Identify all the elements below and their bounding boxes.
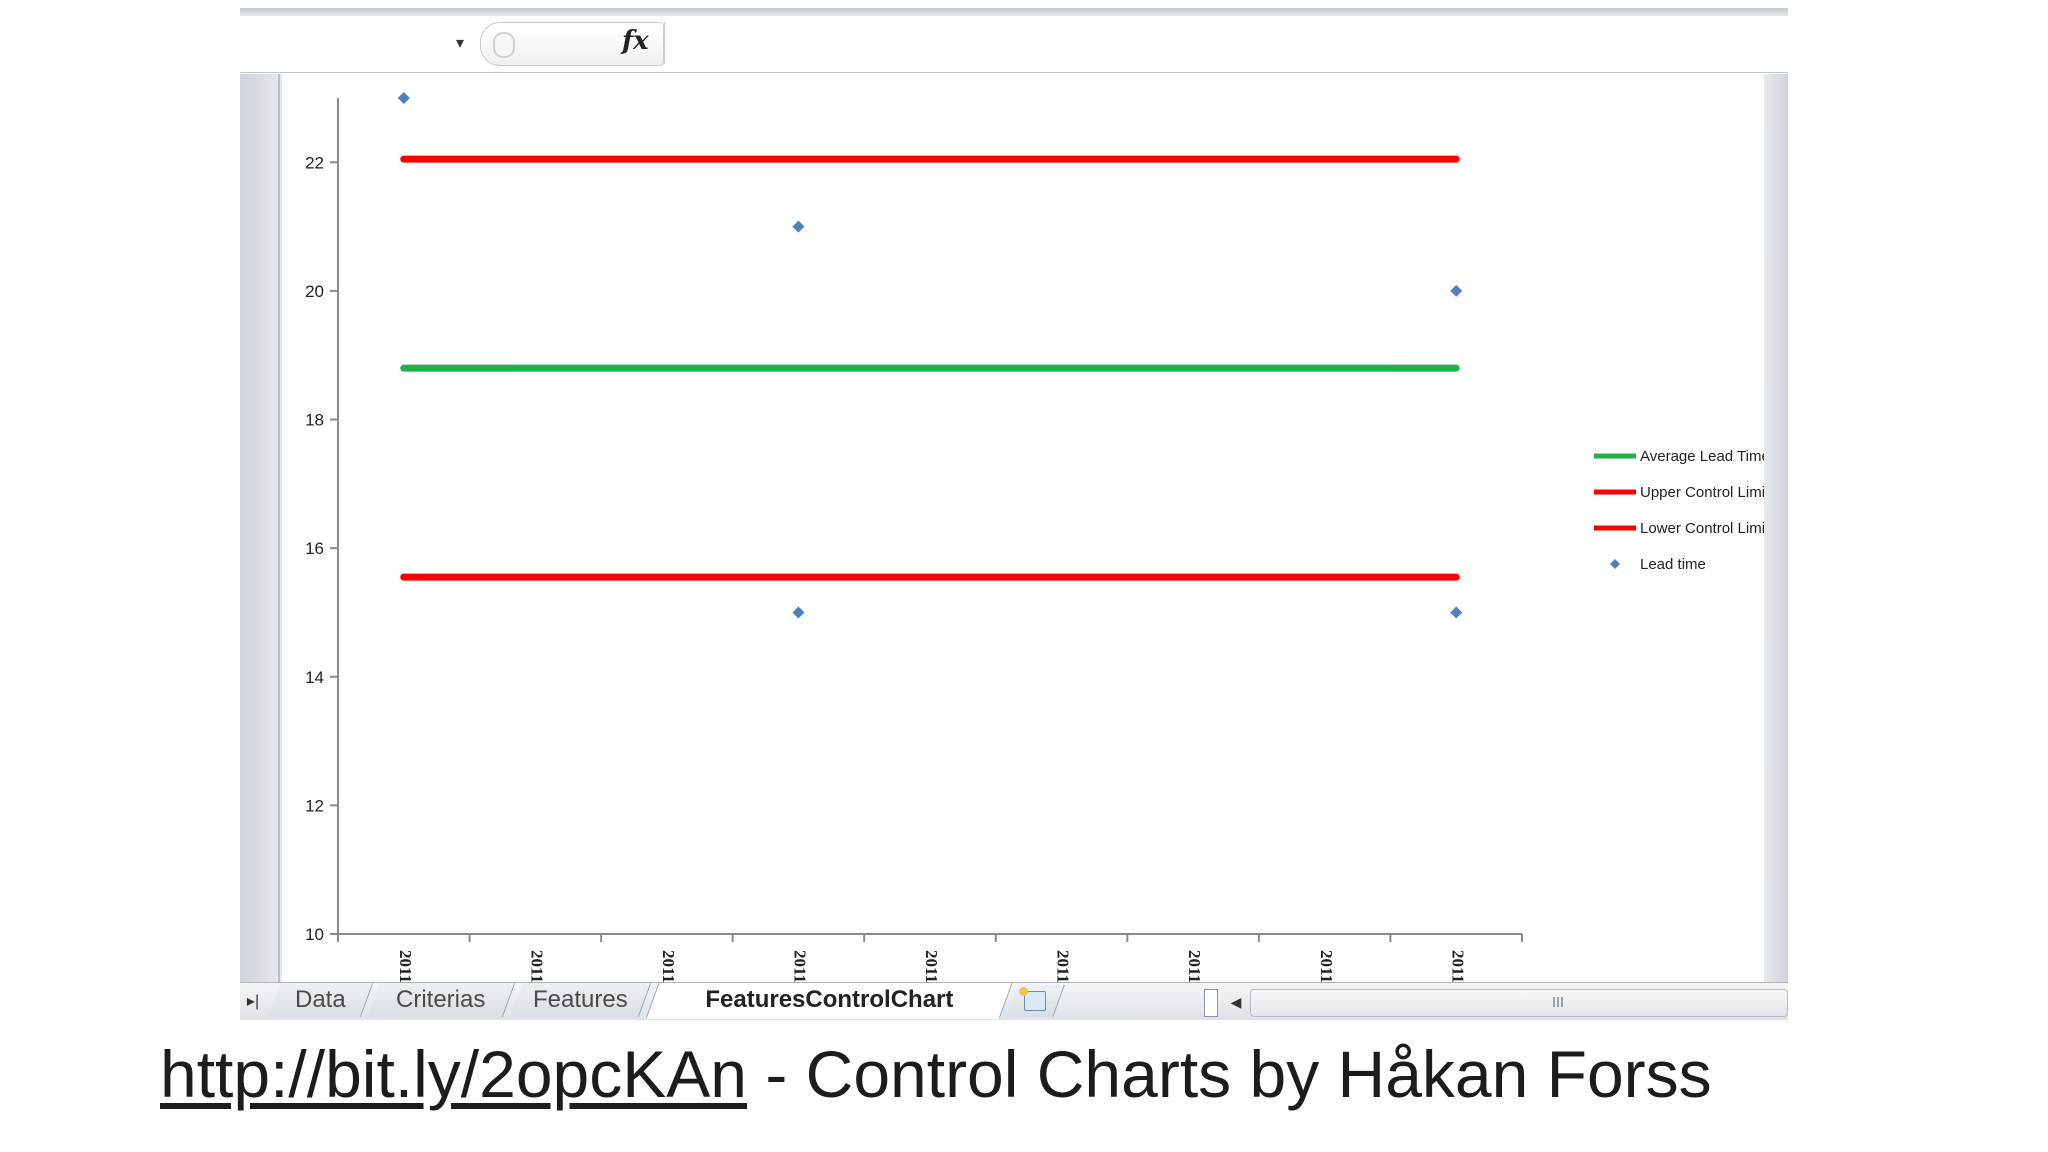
tab-data[interactable]: Data	[267, 983, 374, 1017]
x-tick-label: 2011-06-14	[659, 950, 678, 982]
caption-text: - Control Charts by Håkan Forss	[747, 1037, 1712, 1111]
dropdown-arrow-icon[interactable]: ▾	[455, 35, 465, 52]
tab-features[interactable]: Features	[509, 983, 652, 1017]
window-top-border	[240, 8, 1788, 16]
excel-window: ▾ fx 10 12 14 16 18 20 22 2011-06-12 2011-06-13 2…	[240, 8, 1788, 1020]
y-tick-label: 12	[305, 796, 324, 815]
lead-time-point	[792, 220, 805, 233]
legend-label: Lower Control Limit	[1640, 520, 1764, 537]
x-tick-label: 2011-06-18	[1185, 950, 1204, 982]
right-gutter	[1766, 74, 1788, 982]
tab-label: Criterias	[396, 986, 486, 1013]
y-tick-label: 10	[305, 925, 324, 944]
lead-time-point	[397, 92, 410, 104]
scroll-left-icon[interactable]: ◀	[1230, 994, 1242, 1010]
tab-featurescontrolchart[interactable]: FeaturesControlChart	[645, 983, 1013, 1019]
caption: http://bit.ly/2opcKAn - Control Charts b…	[160, 1036, 1900, 1112]
tab-label: Data	[294, 986, 346, 1013]
formula-input[interactable]	[664, 22, 1788, 64]
x-tick-label: 2011-06-20	[1448, 950, 1467, 982]
insert-function-button[interactable]: fx	[622, 26, 649, 56]
control-chart[interactable]: 10 12 14 16 18 20 22 2011-06-12 2011-06-13 2011-0…	[282, 74, 1764, 982]
sheet-tab-bar: ▸| Data Criterias Features FeaturesContr…	[240, 982, 1788, 1020]
x-tick-label: 2011-06-13	[527, 950, 546, 982]
x-tick-label: 2011-06-19	[1317, 950, 1336, 982]
resize-grip-icon[interactable]	[493, 32, 515, 58]
horizontal-scrollbar[interactable]	[1250, 989, 1788, 1017]
tab-criterias[interactable]: Criterias	[367, 983, 516, 1017]
y-tick-label: 22	[305, 153, 324, 172]
legend-label: Lead time	[1640, 556, 1706, 573]
scroll-grip-icon[interactable]	[1553, 997, 1565, 1007]
legend-swatch	[1610, 559, 1620, 569]
legend-label: Upper Control Limit	[1640, 484, 1764, 501]
formula-controls	[480, 22, 664, 66]
legend-label: Average Lead Time	[1640, 448, 1764, 465]
formula-bar: ▾ fx	[240, 16, 1788, 73]
y-tick-label: 20	[305, 282, 324, 301]
insert-sheet-tab[interactable]	[1006, 985, 1065, 1017]
sheet-area: 10 12 14 16 18 20 22 2011-06-12 2011-06-13 2011-0…	[240, 74, 1788, 982]
tab-label: FeaturesControlChart	[705, 986, 954, 1013]
x-tick-label: 2011-06-16	[922, 950, 941, 982]
caption-link[interactable]: http://bit.ly/2opcKAn	[160, 1037, 748, 1111]
lead-time-point	[1450, 284, 1463, 297]
lead-time-point	[792, 606, 805, 619]
x-tick-label: 2011-06-17	[1054, 950, 1073, 982]
left-gutter	[240, 74, 280, 982]
lead-time-point	[1450, 606, 1463, 619]
y-tick-label: 14	[305, 668, 324, 687]
y-tick-label: 18	[305, 411, 324, 430]
x-tick-label: 2011-06-15	[791, 950, 810, 982]
chart-sheet[interactable]: 10 12 14 16 18 20 22 2011-06-12 2011-06-13 2011-0…	[282, 74, 1764, 982]
last-sheet-nav-icon[interactable]: ▸|	[246, 993, 260, 1010]
insert-sheet-icon	[1024, 991, 1046, 1011]
y-tick-label: 16	[305, 539, 324, 558]
tab-label: Features	[532, 986, 628, 1013]
x-tick-label: 2011-06-12	[396, 950, 415, 982]
name-box[interactable]: ▾	[240, 22, 476, 66]
tab-split-handle[interactable]	[1204, 989, 1218, 1017]
